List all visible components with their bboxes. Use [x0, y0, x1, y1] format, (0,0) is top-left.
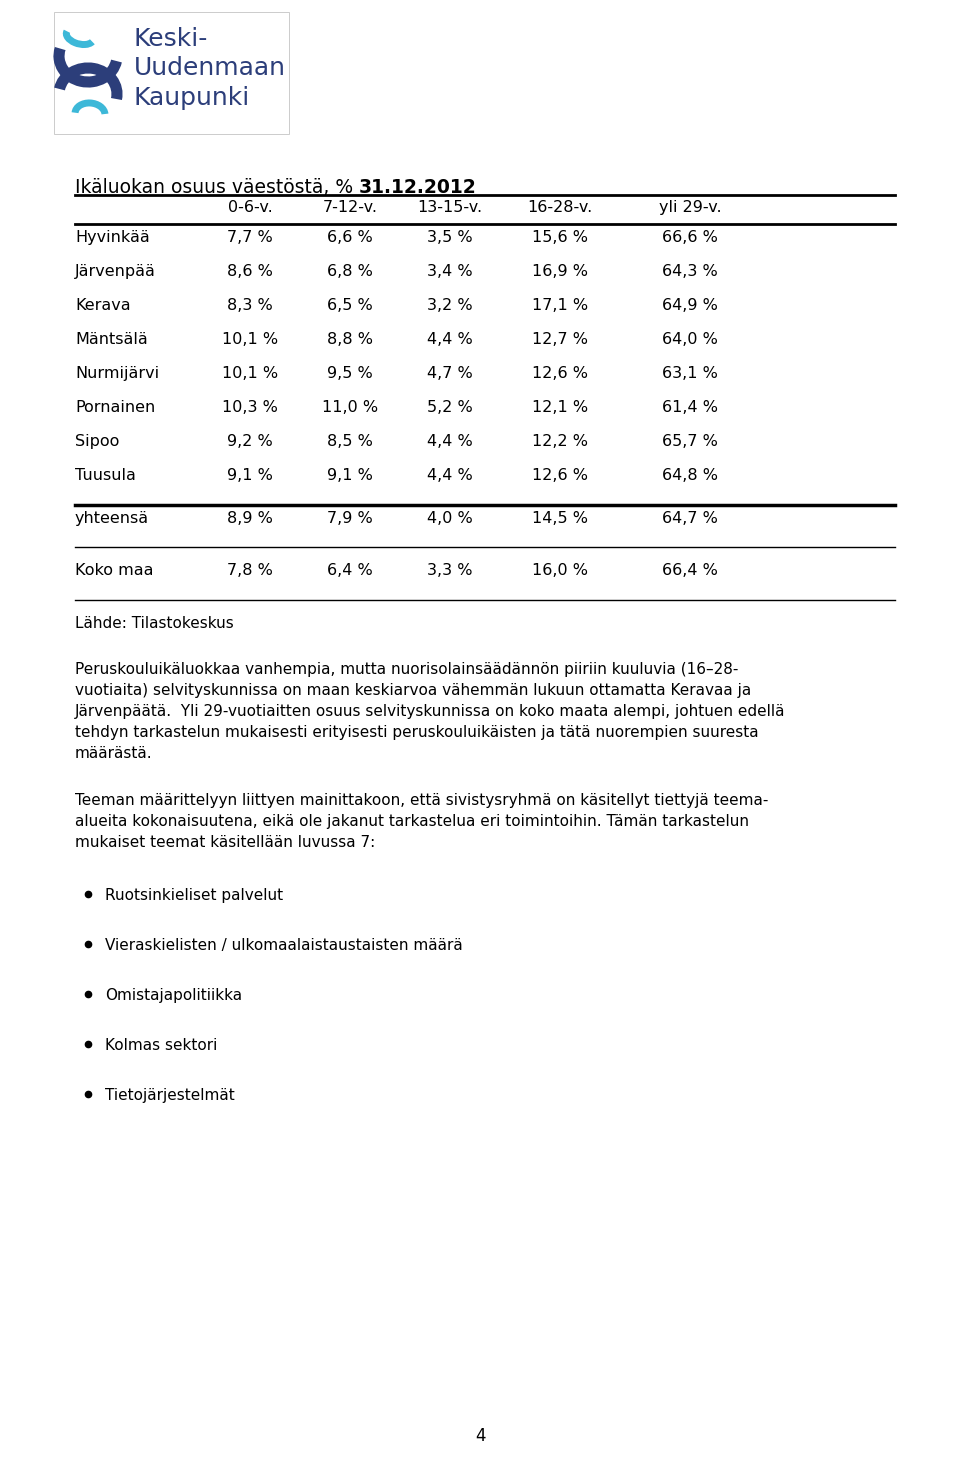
Bar: [54, 12, 289, 133]
Text: 15,6 %: 15,6 %: [532, 230, 588, 245]
Text: 12,1 %: 12,1 %: [532, 400, 588, 415]
Text: 4,0 %: 4,0 %: [427, 511, 473, 527]
Text: Tuusula: Tuusula: [75, 468, 136, 483]
Text: 61,4 %: 61,4 %: [662, 400, 718, 415]
Text: 8,9 %: 8,9 %: [228, 511, 273, 527]
Text: 14,5 %: 14,5 %: [532, 511, 588, 527]
Text: 6,4 %: 6,4 %: [327, 563, 372, 578]
Text: 66,4 %: 66,4 %: [662, 563, 718, 578]
Text: 10,1 %: 10,1 %: [222, 365, 278, 381]
Text: 12,6 %: 12,6 %: [532, 468, 588, 483]
Text: 31.12.2012: 31.12.2012: [359, 178, 477, 197]
Text: Nurmijärvi: Nurmijärvi: [75, 365, 159, 381]
Text: 7,8 %: 7,8 %: [228, 563, 273, 578]
Text: Kolmas sektori: Kolmas sektori: [105, 1039, 217, 1053]
Text: 8,3 %: 8,3 %: [228, 298, 273, 312]
Text: 7-12-v.: 7-12-v.: [323, 200, 377, 216]
Text: 8,6 %: 8,6 %: [228, 264, 273, 279]
Text: Ikäluokan osuus väestöstä, %: Ikäluokan osuus väestöstä, %: [75, 178, 359, 197]
Text: mukaiset teemat käsitellään luvussa 7:: mukaiset teemat käsitellään luvussa 7:: [75, 835, 375, 849]
Text: Lähde: Tilastokeskus: Lähde: Tilastokeskus: [75, 616, 233, 631]
Text: 3,2 %: 3,2 %: [427, 298, 473, 312]
Text: Sipoo: Sipoo: [75, 434, 119, 449]
Text: 16-28-v.: 16-28-v.: [527, 200, 592, 216]
Text: Pornainen: Pornainen: [75, 400, 156, 415]
Text: 8,8 %: 8,8 %: [327, 332, 373, 348]
Text: Ruotsinkieliset palvelut: Ruotsinkieliset palvelut: [105, 888, 283, 904]
Text: 0-6-v.: 0-6-v.: [228, 200, 273, 216]
Text: 8,5 %: 8,5 %: [327, 434, 372, 449]
Text: 11,0 %: 11,0 %: [322, 400, 378, 415]
Text: 4: 4: [475, 1427, 485, 1445]
Text: 4,4 %: 4,4 %: [427, 468, 473, 483]
Text: Kaupunki: Kaupunki: [134, 87, 251, 110]
Text: 5,2 %: 5,2 %: [427, 400, 473, 415]
Text: Uudenmaan: Uudenmaan: [134, 56, 286, 81]
Text: 63,1 %: 63,1 %: [662, 365, 718, 381]
Text: Peruskouluikäluokkaa vanhempia, mutta nuorisolainsäädännön piiriin kuuluvia (16–: Peruskouluikäluokkaa vanhempia, mutta nu…: [75, 662, 738, 676]
Text: Mäntsälä: Mäntsälä: [75, 332, 148, 348]
Text: 17,1 %: 17,1 %: [532, 298, 588, 312]
Text: 3,3 %: 3,3 %: [427, 563, 472, 578]
Text: 7,9 %: 7,9 %: [327, 511, 372, 527]
Text: 12,6 %: 12,6 %: [532, 365, 588, 381]
Text: 9,5 %: 9,5 %: [327, 365, 372, 381]
Text: tehdyn tarkastelun mukaisesti erityisesti peruskouluikäisten ja tätä nuorempien : tehdyn tarkastelun mukaisesti erityisest…: [75, 725, 758, 739]
Text: määrästä.: määrästä.: [75, 747, 153, 761]
Text: vuotiaita) selvityskunnissa on maan keskiarvoa vähemmän lukuun ottamatta Keravaa: vuotiaita) selvityskunnissa on maan kesk…: [75, 684, 752, 698]
Text: 9,1 %: 9,1 %: [327, 468, 372, 483]
Text: Omistajapolitiikka: Omistajapolitiikka: [105, 987, 242, 1003]
Text: 12,7 %: 12,7 %: [532, 332, 588, 348]
Text: Keski-: Keski-: [134, 26, 208, 51]
Text: 7,7 %: 7,7 %: [228, 230, 273, 245]
Text: Vieraskielisten / ulkomaalaistaustaisten määrä: Vieraskielisten / ulkomaalaistaustaisten…: [105, 937, 463, 954]
Text: 9,1 %: 9,1 %: [228, 468, 273, 483]
Text: 4,7 %: 4,7 %: [427, 365, 473, 381]
Text: 16,0 %: 16,0 %: [532, 563, 588, 578]
Text: yli 29-v.: yli 29-v.: [659, 200, 721, 216]
Text: 4,4 %: 4,4 %: [427, 434, 473, 449]
Text: 13-15-v.: 13-15-v.: [418, 200, 483, 216]
Text: Hyvinkää: Hyvinkää: [75, 230, 150, 245]
Text: 10,3 %: 10,3 %: [222, 400, 278, 415]
Text: 66,6 %: 66,6 %: [662, 230, 718, 245]
Text: Järvenpäätä.  Yli 29-vuotiaitten osuus selvityskunnissa on koko maata alempi, jo: Järvenpäätä. Yli 29-vuotiaitten osuus se…: [75, 704, 785, 719]
Text: 6,5 %: 6,5 %: [327, 298, 372, 312]
Text: Koko maa: Koko maa: [75, 563, 154, 578]
Text: 64,8 %: 64,8 %: [662, 468, 718, 483]
Text: 3,5 %: 3,5 %: [427, 230, 473, 245]
Text: 64,0 %: 64,0 %: [662, 332, 718, 348]
Text: 10,1 %: 10,1 %: [222, 332, 278, 348]
Text: 16,9 %: 16,9 %: [532, 264, 588, 279]
Text: 64,9 %: 64,9 %: [662, 298, 718, 312]
Text: Kerava: Kerava: [75, 298, 131, 312]
Text: alueita kokonaisuutena, eikä ole jakanut tarkastelua eri toimintoihin. Tämän tar: alueita kokonaisuutena, eikä ole jakanut…: [75, 814, 749, 829]
Text: 3,4 %: 3,4 %: [427, 264, 473, 279]
Text: 6,8 %: 6,8 %: [327, 264, 372, 279]
Text: 12,2 %: 12,2 %: [532, 434, 588, 449]
Text: Teeman määrittelyyn liittyen mainittakoon, että sivistysryhmä on käsitellyt tiet: Teeman määrittelyyn liittyen mainittakoo…: [75, 794, 768, 808]
Text: 64,7 %: 64,7 %: [662, 511, 718, 527]
Text: Tietojärjestelmät: Tietojärjestelmät: [105, 1089, 235, 1103]
Text: 64,3 %: 64,3 %: [662, 264, 718, 279]
Text: Järvenpää: Järvenpää: [75, 264, 156, 279]
Text: 6,6 %: 6,6 %: [327, 230, 372, 245]
Text: 4,4 %: 4,4 %: [427, 332, 473, 348]
Text: 9,2 %: 9,2 %: [228, 434, 273, 449]
Text: 65,7 %: 65,7 %: [662, 434, 718, 449]
Text: yhteensä: yhteensä: [75, 511, 149, 527]
